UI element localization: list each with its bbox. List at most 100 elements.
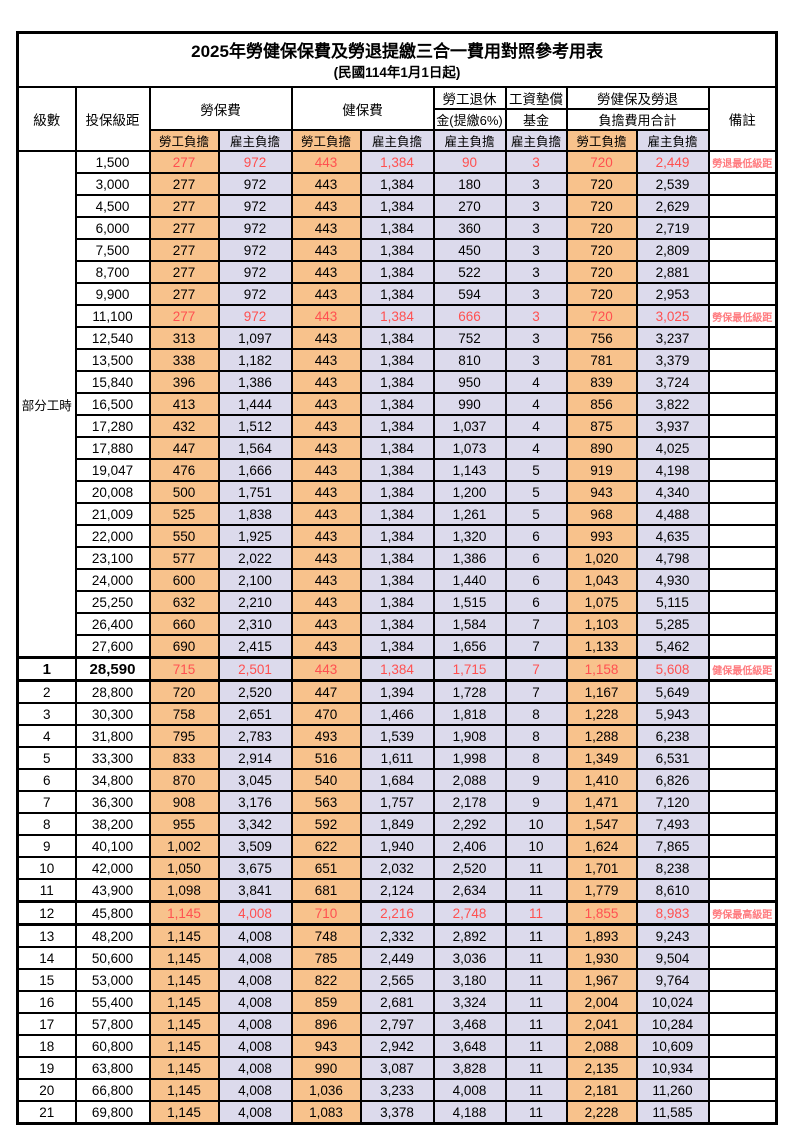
table-row: 11 43,900 1,098 3,841 681 2,124 2,634 11 1,779 8,…	[16, 878, 778, 903]
fee-cell: 2,748	[432, 900, 507, 926]
table-row: 4 31,800 795 2,783 493 1,539 1,908 8 1,288 6,238	[16, 724, 778, 748]
fee-cell: 4,008	[217, 946, 293, 970]
remark-cell	[707, 679, 778, 704]
fee-cell: 1,471	[565, 790, 638, 814]
fee-cell: 6	[504, 568, 568, 592]
fee-cell: 2,310	[217, 612, 293, 636]
fee-cell: 681	[290, 878, 362, 903]
level-cell: 14	[16, 946, 77, 970]
table-row: 8,700 277 972 443 1,384 522 3 720 2,881	[18, 260, 778, 284]
fee-cell: 277	[148, 304, 220, 328]
table-row: 2 28,800 720 2,520 447 1,394 1,728 7 1,167 5,649	[16, 679, 778, 704]
remark-cell	[707, 790, 778, 814]
fee-cell: 1,893	[565, 923, 638, 948]
fee-cell: 4	[504, 370, 568, 394]
fee-cell: 2,942	[359, 1034, 435, 1058]
level-cell: 21	[16, 1100, 77, 1125]
fee-cell: 516	[290, 746, 362, 770]
table-row: 27,600 690 2,415 443 1,384 1,656 7 1,133 5,462	[18, 634, 778, 659]
fee-cell: 1,288	[565, 724, 638, 748]
bracket-cell: 26,400	[74, 612, 151, 636]
fee-cell: 8,238	[635, 856, 710, 880]
fee-cell: 447	[290, 679, 362, 704]
fee-cell: 990	[432, 392, 507, 416]
fee-cell: 875	[565, 414, 638, 438]
fee-cell: 752	[432, 326, 507, 350]
bracket-cell: 50,600	[74, 946, 151, 970]
remark-cell	[707, 260, 778, 284]
fee-cell: 2,210	[217, 590, 293, 614]
fee-cell: 1,656	[432, 634, 507, 659]
level-cell: 16	[16, 990, 77, 1014]
fee-cell: 1,145	[148, 1100, 220, 1125]
fee-cell: 972	[217, 172, 293, 196]
bracket-cell: 24,000	[74, 568, 151, 592]
fee-cell: 720	[565, 282, 638, 306]
fee-cell: 2,088	[432, 768, 507, 792]
remark-cell	[707, 612, 778, 636]
fee-cell: 1,849	[359, 812, 435, 836]
fee-cell: 955	[148, 812, 220, 836]
fee-cell: 972	[217, 150, 293, 174]
col-header-wage-fund-line2: 基金	[504, 108, 568, 131]
fee-cell: 8	[504, 702, 568, 726]
fee-cell: 4,008	[217, 900, 293, 926]
level-cell: 1	[16, 656, 77, 682]
fee-cell: 3	[504, 326, 568, 350]
fee-cell: 1,182	[217, 348, 293, 372]
bracket-cell: 55,400	[74, 990, 151, 1014]
remark-cell	[707, 546, 778, 570]
bracket-cell: 8,700	[74, 260, 151, 284]
fee-cell: 943	[565, 480, 638, 504]
fee-cell: 2,892	[432, 923, 507, 948]
fee-cell: 3,045	[217, 768, 293, 792]
fee-cell: 870	[148, 768, 220, 792]
fee-cell: 822	[290, 968, 362, 992]
fee-cell: 810	[432, 348, 507, 372]
fee-cell: 758	[148, 702, 220, 726]
fee-cell: 833	[148, 746, 220, 770]
fee-cell: 3,648	[432, 1034, 507, 1058]
fee-cell: 3,509	[217, 834, 293, 858]
fee-cell: 4,930	[635, 568, 710, 592]
remark-cell	[707, 172, 778, 196]
fee-cell: 720	[565, 194, 638, 218]
table-row: 4,500 277 972 443 1,384 270 3 720 2,629	[18, 194, 778, 218]
fee-cell: 1,855	[565, 900, 638, 926]
fee-cell: 3,324	[432, 990, 507, 1014]
bracket-cell: 28,590	[74, 656, 151, 682]
fee-cell: 7	[504, 612, 568, 636]
bracket-cell: 69,800	[74, 1100, 151, 1125]
fee-cell: 1,539	[359, 724, 435, 748]
fee-cell: 3,036	[432, 946, 507, 970]
subheader-health-worker: 勞工負擔	[290, 129, 362, 152]
bracket-cell: 36,300	[74, 790, 151, 814]
bracket-cell: 23,100	[74, 546, 151, 570]
col-header-health-insurance: 健保費	[290, 86, 435, 131]
fee-cell: 10,284	[635, 1012, 710, 1036]
fee-cell: 277	[148, 216, 220, 240]
fee-cell: 1,967	[565, 968, 638, 992]
fee-cell: 5,115	[635, 590, 710, 614]
fee-cell: 277	[148, 260, 220, 284]
fee-cell: 1,261	[432, 502, 507, 526]
fee-cell: 277	[148, 150, 220, 174]
fee-cell: 5,462	[635, 634, 710, 659]
fee-cell: 396	[148, 370, 220, 394]
fee-cell: 4,198	[635, 458, 710, 482]
fee-cell: 4,008	[217, 923, 293, 948]
fee-cell: 7	[504, 679, 568, 704]
remark-cell	[707, 946, 778, 970]
table-row: 21,009 525 1,838 443 1,384 1,261 5 968 4,488	[18, 502, 778, 526]
col-header-labor-insurance: 勞保費	[148, 86, 293, 131]
fee-cell: 2,914	[217, 746, 293, 770]
remark-cell	[707, 768, 778, 792]
fee-cell: 2,719	[635, 216, 710, 240]
table-row: 25,250 632 2,210 443 1,384 1,515 6 1,075 5,115	[18, 590, 778, 614]
fee-cell: 2,783	[217, 724, 293, 748]
fee-cell: 1,779	[565, 878, 638, 903]
bracket-cell: 33,300	[74, 746, 151, 770]
fee-cell: 577	[148, 546, 220, 570]
fee-cell: 781	[565, 348, 638, 372]
fee-cell: 710	[290, 900, 362, 926]
